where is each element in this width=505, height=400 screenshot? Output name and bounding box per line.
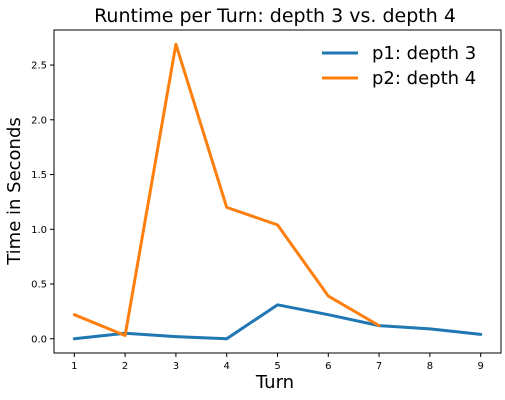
x-tick-label: 8 xyxy=(427,361,433,372)
plot-area xyxy=(72,42,483,341)
y-tick-label: 2.5 xyxy=(31,61,47,72)
x-tick-label: 3 xyxy=(173,361,179,372)
x-tick-label: 9 xyxy=(477,361,483,372)
y-tick-label: 2.0 xyxy=(31,115,47,126)
x-tick-label: 2 xyxy=(122,361,128,372)
x-tick-label: 7 xyxy=(376,361,382,372)
x-tick-label: 1 xyxy=(71,361,77,372)
chart-title: Runtime per Turn: depth 3 vs. depth 4 xyxy=(94,5,456,27)
y-tick-label: 0.0 xyxy=(31,334,47,345)
y-tick-label: 1.0 xyxy=(31,225,47,236)
x-tick-label: 5 xyxy=(274,361,280,372)
y-tick-label: 0.5 xyxy=(31,280,47,291)
x-axis-label: Turn xyxy=(255,372,294,393)
y-tick-label: 1.5 xyxy=(31,170,47,181)
x-axis-ticks: 1 2 3 4 5 6 7 8 9 xyxy=(71,353,484,372)
legend: p1: depth 3 p2: depth 4 xyxy=(322,43,476,89)
series-line-1 xyxy=(72,303,483,341)
y-axis-label: Time in Seconds xyxy=(4,117,25,266)
legend-label: p2: depth 4 xyxy=(372,68,476,89)
y-axis-ticks: 0.0 0.5 1.0 1.5 2.0 2.5 xyxy=(31,61,54,345)
x-tick-label: 6 xyxy=(325,361,331,372)
series-line-2 xyxy=(72,42,381,337)
legend-label: p1: depth 3 xyxy=(372,43,476,64)
x-tick-label: 4 xyxy=(224,361,230,372)
